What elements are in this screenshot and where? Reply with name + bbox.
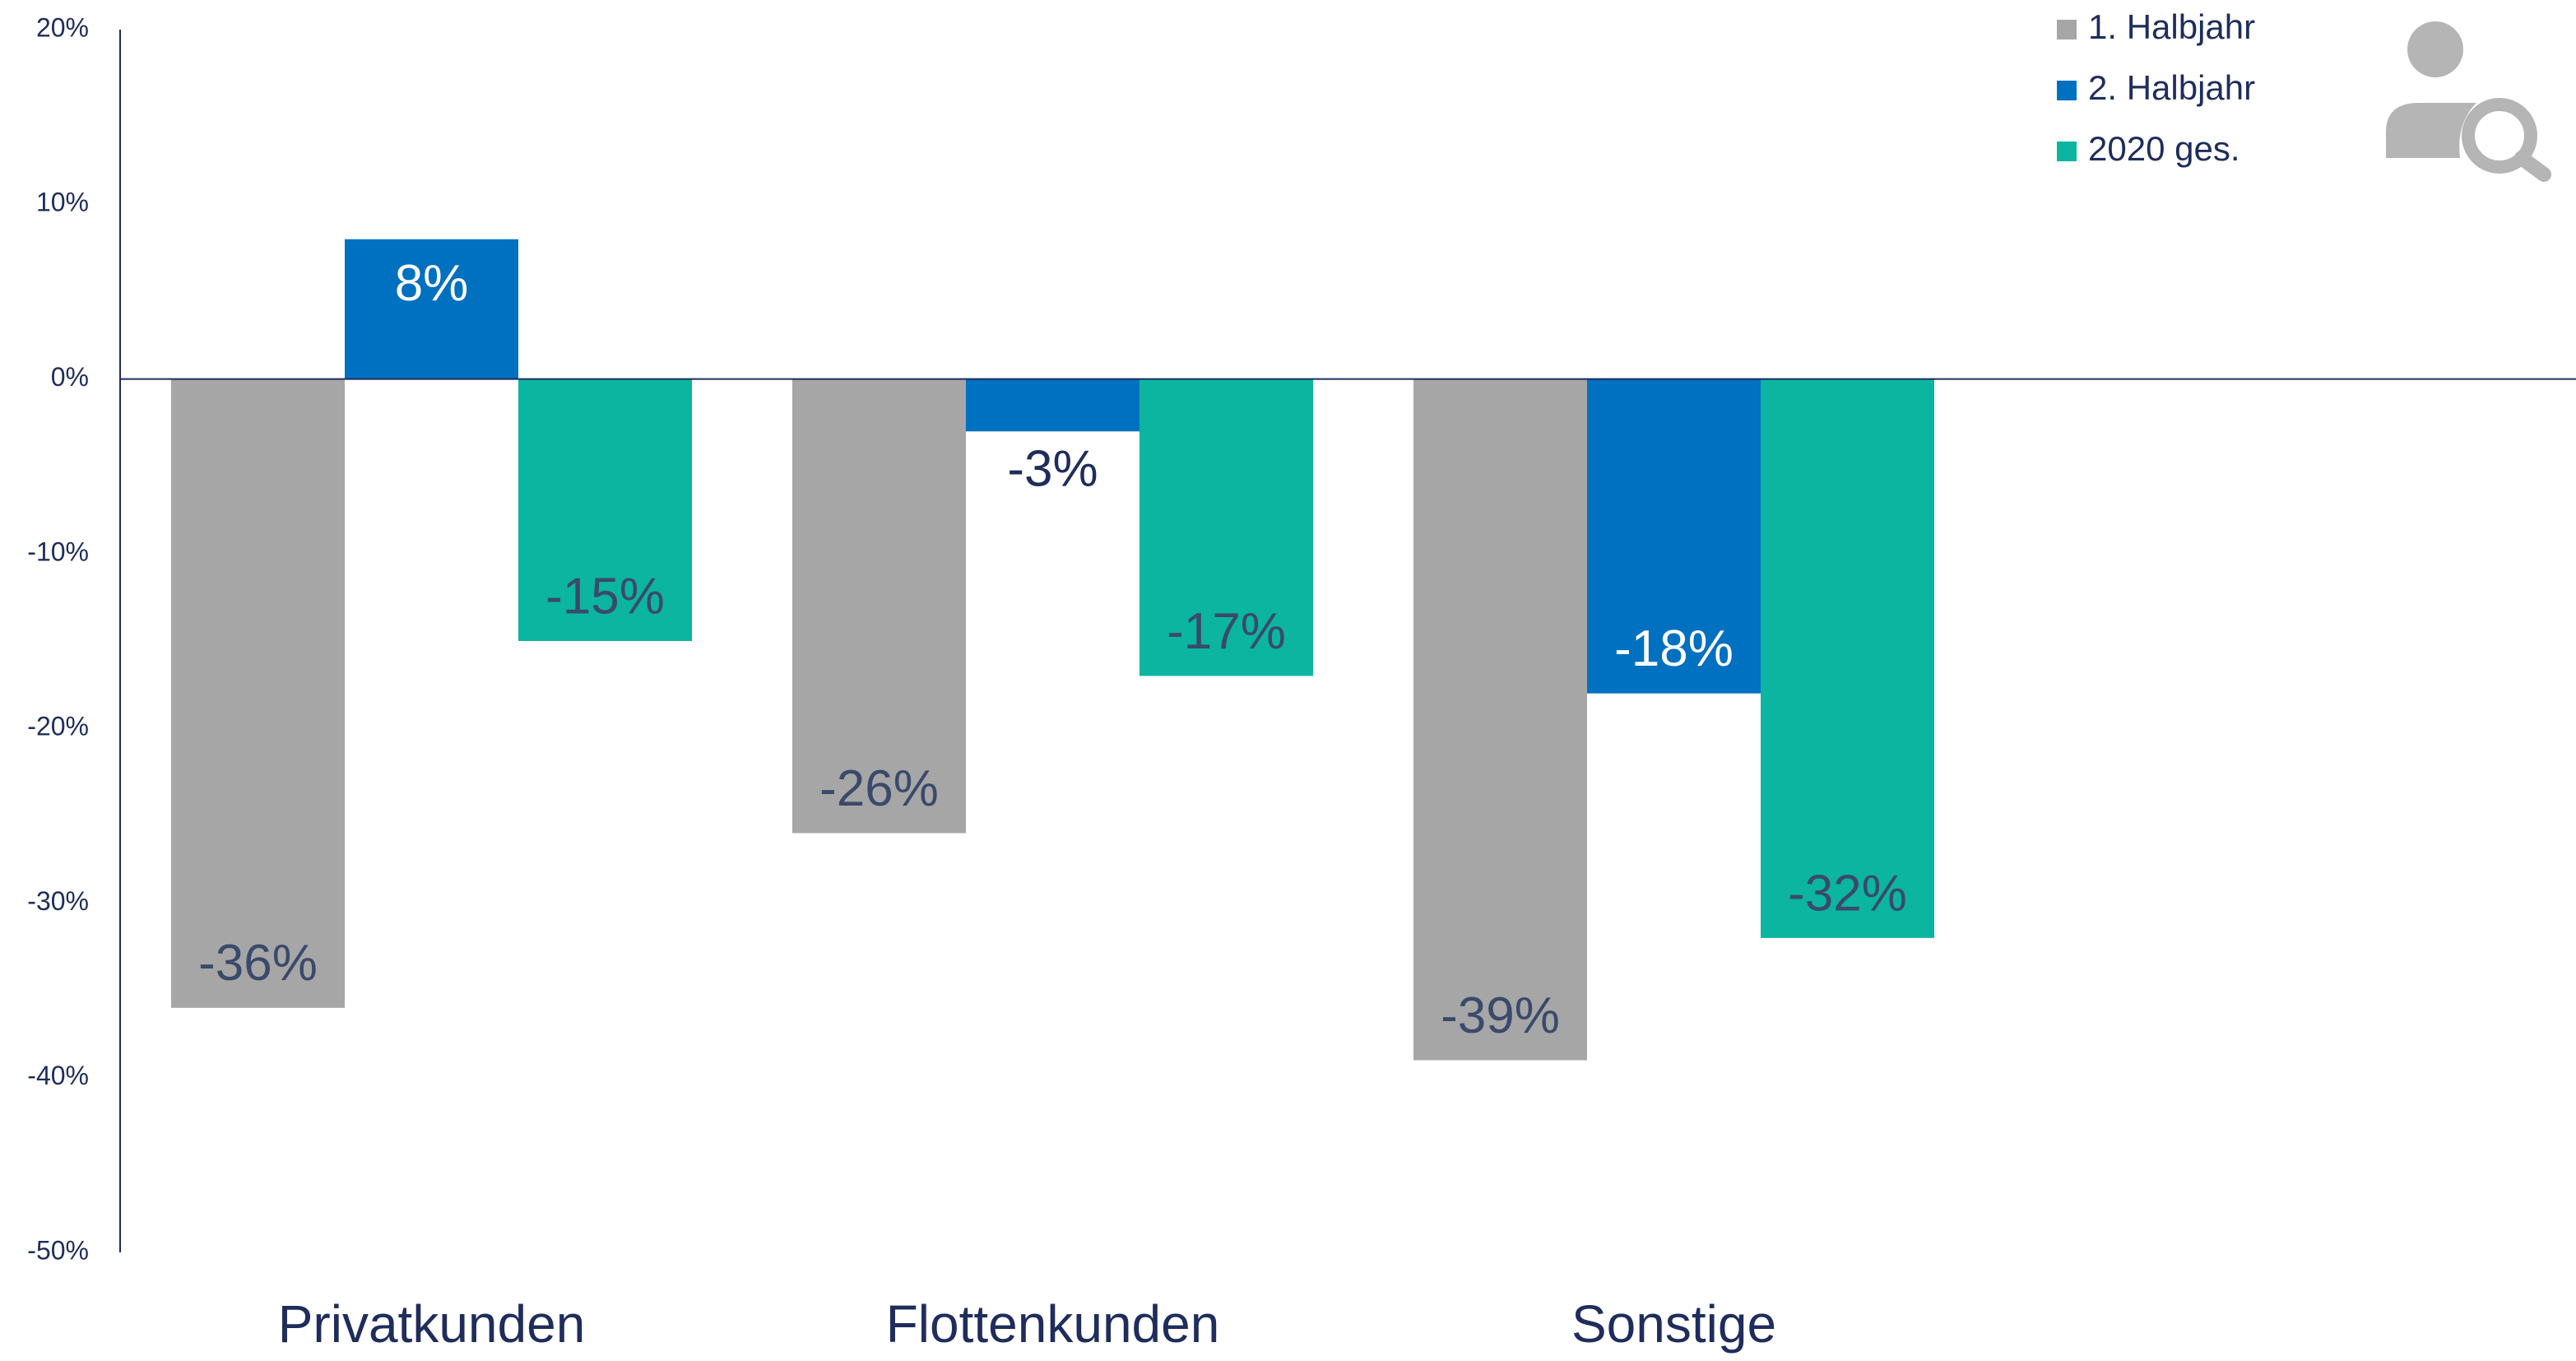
value-label: -3% <box>1007 441 1098 498</box>
y-tick-label: 0% <box>51 362 89 392</box>
y-tick-label: -30% <box>27 886 89 916</box>
value-label: -39% <box>1441 987 1560 1044</box>
y-tick-label: 10% <box>36 188 89 217</box>
legend-swatch <box>2057 142 2077 161</box>
value-label: -26% <box>819 760 939 817</box>
bar <box>1413 379 1587 1061</box>
value-label: -36% <box>198 935 318 992</box>
bar <box>1139 379 1313 676</box>
value-label: -32% <box>1788 865 1907 922</box>
y-tick-label: 20% <box>36 12 89 42</box>
bar <box>518 379 692 641</box>
y-tick-label: -40% <box>27 1061 89 1090</box>
value-label: -15% <box>545 568 665 625</box>
value-label: -17% <box>1167 603 1286 660</box>
bar <box>792 379 966 834</box>
legend-label: 2. Halbjahr <box>2088 68 2255 107</box>
legend-swatch <box>2057 81 2077 100</box>
bar <box>345 239 518 379</box>
legend-swatch <box>2057 20 2077 39</box>
bar <box>1761 379 1934 938</box>
value-label: 8% <box>395 255 469 312</box>
y-tick-label: -10% <box>27 537 89 566</box>
search-user-icon <box>2386 21 2551 182</box>
y-tick-label: -20% <box>27 712 89 741</box>
x-tick-label: Sonstige <box>1571 1294 1776 1354</box>
bar <box>966 379 1139 432</box>
y-tick-label: -50% <box>27 1235 89 1265</box>
value-label: -18% <box>1614 620 1734 677</box>
x-tick-label: Privatkunden <box>278 1294 586 1354</box>
legend-label: 2020 ges. <box>2088 129 2240 168</box>
bar <box>171 379 345 1008</box>
legend-label: 1. Halbjahr <box>2088 7 2255 46</box>
x-tick-label: Flottenkunden <box>886 1294 1220 1354</box>
bar <box>1587 379 1761 694</box>
